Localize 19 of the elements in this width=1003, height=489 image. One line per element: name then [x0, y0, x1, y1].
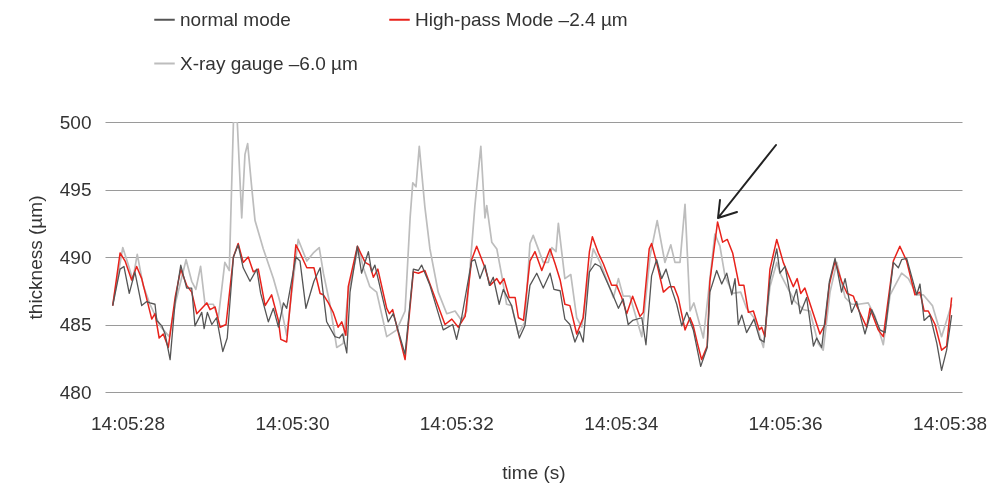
- legend-label: normal mode: [180, 8, 291, 30]
- x-tick-label: 14:05:36: [748, 412, 823, 434]
- line-series: [111, 122, 953, 351]
- y-tick-label: 480: [59, 381, 92, 403]
- y-tick-label: 495: [59, 179, 92, 200]
- y-tick-label: 500: [59, 111, 92, 133]
- x-tick-label: 14:05:32: [419, 412, 494, 434]
- y-axis-title: thickness (µm): [24, 195, 46, 320]
- x-tick-label: 14:05:34: [584, 412, 659, 434]
- x-tick-label: 14:05:30: [255, 412, 330, 434]
- y-tick-label: 490: [59, 246, 92, 268]
- legend-label: High-pass Mode –2.4 µm: [415, 8, 628, 30]
- y-tick-label: 485: [59, 314, 92, 335]
- x-tick-label: 14:05:28: [91, 412, 165, 434]
- line-series: [111, 221, 953, 361]
- x-axis-title: time (s): [502, 461, 566, 483]
- x-tick-label: 14:05:38: [913, 412, 988, 434]
- legend-label: X-ray gauge –6.0 µm: [180, 52, 358, 74]
- line-series: [112, 244, 953, 372]
